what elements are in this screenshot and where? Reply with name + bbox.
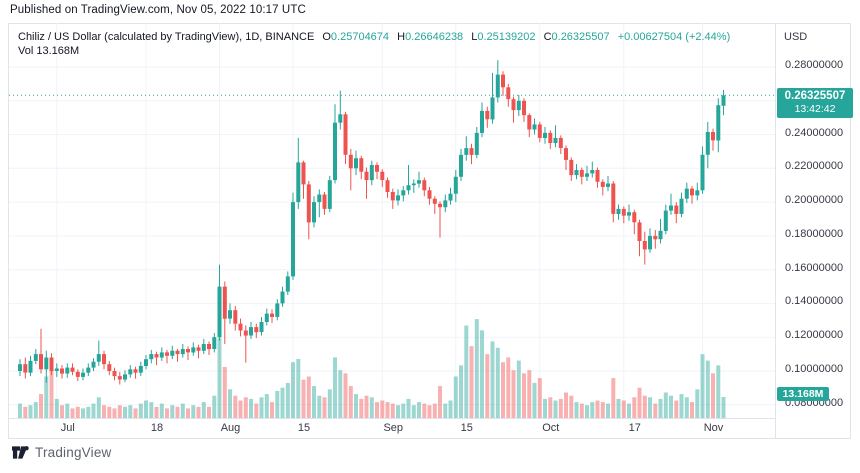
axis-currency-label: USD — [784, 31, 808, 43]
current-volume-badge: 13.168M — [777, 387, 829, 401]
ohlc-open-value: 0.25704674 — [330, 31, 390, 43]
chart-container — [8, 23, 851, 439]
vol-value: 13.168M — [36, 45, 80, 57]
price-tick-label: 0.20000000 — [785, 194, 844, 207]
time-tick-label: 15 — [460, 422, 473, 434]
ohlc-open-label: O — [322, 31, 331, 43]
tradingview-attribution[interactable]: TradingView — [12, 445, 112, 460]
chart-legend: Chiliz / US Dollar (calculated by Tradin… — [18, 30, 730, 45]
ohlc-high-label: H — [397, 31, 406, 43]
time-tick-label: Oct — [542, 422, 560, 434]
ohlc-close-label: C — [543, 31, 552, 43]
time-tick-label: 15 — [297, 422, 311, 434]
price-tick-label: 0.28000000 — [785, 59, 844, 71]
time-tick-label: Aug — [220, 422, 241, 434]
current-price-badge: 0.26325507 13:42:42 — [777, 88, 853, 119]
time-tick-label: Sep — [383, 422, 404, 434]
chart-canvas[interactable] — [9, 23, 775, 418]
tradingview-brand-text: TradingView — [35, 445, 112, 460]
vol-label: Vol — [18, 45, 34, 57]
ohlc-low-value: 0.25139202 — [477, 31, 536, 43]
symbol-title[interactable]: Chiliz / US Dollar (calculated by Tradin… — [18, 31, 315, 43]
time-axis[interactable]: Jul 18 Aug 15 Sep 15 Oct 17 Nov — [8, 418, 775, 439]
price-tick-label: 0.10000000 — [785, 363, 844, 375]
price-tick-label: 0.22000000 — [785, 160, 844, 173]
tradingview-logo-icon — [12, 446, 29, 459]
price-tick-label: 0.18000000 — [785, 227, 844, 240]
time-tick-label: Jul — [60, 422, 75, 434]
price-tick-label: 0.12000000 — [785, 329, 844, 342]
time-tick-label: 17 — [628, 422, 641, 434]
ohlc-low-label: L — [471, 31, 478, 43]
price-tick-label: 0.14000000 — [785, 295, 844, 308]
published-line: Published on TradingView.com, Nov 05, 20… — [10, 4, 306, 16]
volume-legend: Vol 13.168M — [18, 45, 79, 57]
price-axis[interactable]: 0.28000000 0.24000000 0.22000000 0.20000000… — [775, 23, 852, 439]
change-value: +0.00627504 (+2.44%) — [617, 31, 731, 43]
time-tick-label: Nov — [703, 422, 724, 434]
ohlc-high-value: 0.26646238 — [405, 31, 464, 43]
price-tick-label: 0.16000000 — [785, 261, 844, 274]
price-tick-label: 0.24000000 — [785, 126, 844, 139]
ohlc-close-value: 0.26325507 — [551, 31, 610, 43]
candle-countdown: 13:42:42 — [794, 103, 836, 116]
time-tick-label: 18 — [150, 422, 164, 434]
current-price-value: 0.26325507 — [784, 90, 846, 103]
